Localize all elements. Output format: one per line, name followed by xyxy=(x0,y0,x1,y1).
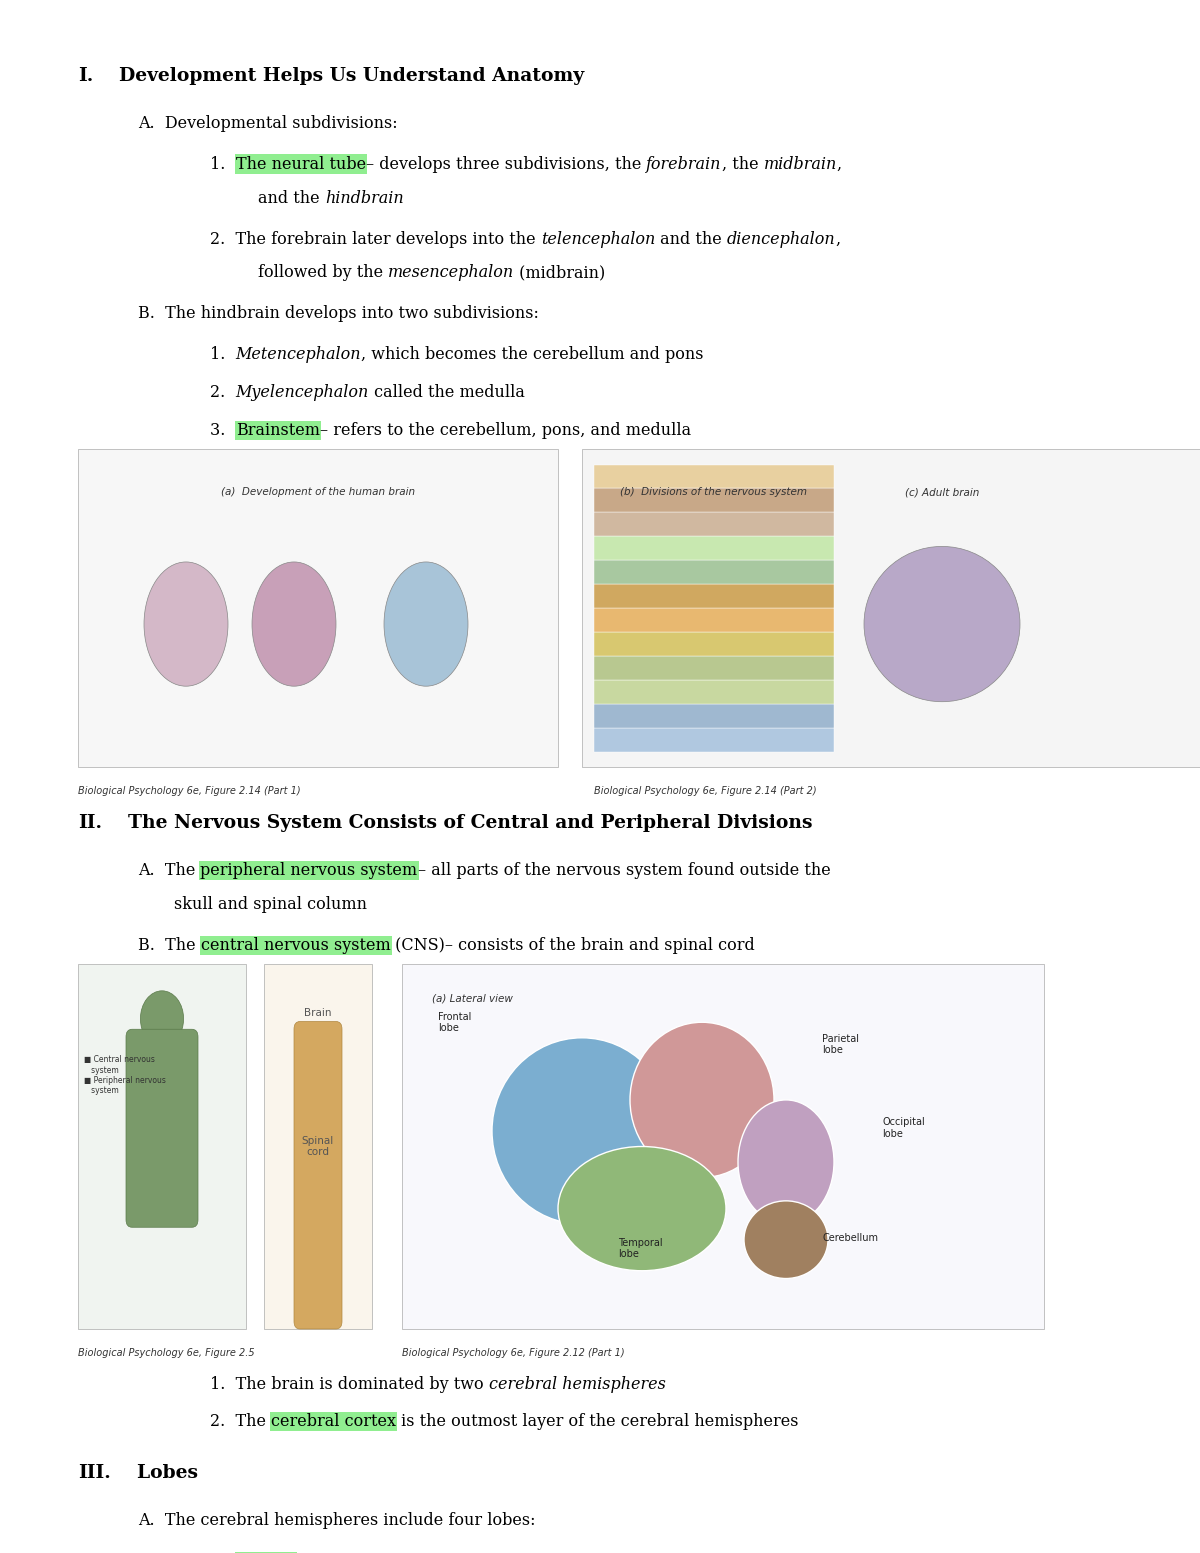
Text: B.  The hindbrain develops into two subdivisions:: B. The hindbrain develops into two subdi… xyxy=(138,306,539,323)
Bar xyxy=(594,584,834,609)
Text: ,: , xyxy=(836,155,841,172)
Text: followed by the: followed by the xyxy=(258,264,389,281)
Text: (c) Adult brain: (c) Adult brain xyxy=(905,488,979,497)
Text: 2.: 2. xyxy=(210,384,235,401)
Text: Biological Psychology 6e, Figure 2.5: Biological Psychology 6e, Figure 2.5 xyxy=(78,1348,254,1357)
FancyBboxPatch shape xyxy=(582,449,1200,767)
Bar xyxy=(78,964,246,1329)
Ellipse shape xyxy=(630,1022,774,1177)
Text: , which becomes the cerebellum and pons: , which becomes the cerebellum and pons xyxy=(361,346,703,363)
Ellipse shape xyxy=(492,1037,672,1224)
Text: Cerebellum: Cerebellum xyxy=(822,1233,878,1242)
Text: peripheral nervous system: peripheral nervous system xyxy=(200,862,418,879)
FancyBboxPatch shape xyxy=(126,1030,198,1227)
Text: – refers to the cerebellum, pons, and medulla: – refers to the cerebellum, pons, and me… xyxy=(319,422,691,438)
Text: The Nervous System Consists of Central and Peripheral Divisions: The Nervous System Consists of Central a… xyxy=(102,814,812,832)
Text: 1.: 1. xyxy=(210,346,235,363)
Bar xyxy=(594,728,834,752)
Text: (CNS)– consists of the brain and spinal cord: (CNS)– consists of the brain and spinal … xyxy=(390,936,755,954)
Text: 1.  The brain is dominated by two: 1. The brain is dominated by two xyxy=(210,1376,488,1393)
Text: is the outmost layer of the cerebral hemispheres: is the outmost layer of the cerebral hem… xyxy=(396,1413,799,1430)
Text: II.: II. xyxy=(78,814,102,832)
Ellipse shape xyxy=(864,547,1020,702)
Text: midbrain: midbrain xyxy=(763,155,836,172)
Text: , the: , the xyxy=(721,155,763,172)
Text: (a)  Development of the human brain: (a) Development of the human brain xyxy=(221,488,415,497)
Text: Occipital
lobe: Occipital lobe xyxy=(882,1118,925,1138)
Text: telencephalon: telencephalon xyxy=(541,230,655,247)
Text: skull and spinal column: skull and spinal column xyxy=(174,896,367,913)
Bar xyxy=(594,561,834,584)
Text: Frontal
lobe: Frontal lobe xyxy=(438,1011,472,1033)
Text: Temporal
lobe: Temporal lobe xyxy=(618,1238,662,1259)
Text: forebrain: forebrain xyxy=(647,155,721,172)
Text: Biological Psychology 6e, Figure 2.12 (Part 1): Biological Psychology 6e, Figure 2.12 (P… xyxy=(402,1348,625,1357)
Bar xyxy=(594,704,834,728)
Text: III.: III. xyxy=(78,1464,110,1483)
FancyBboxPatch shape xyxy=(78,449,558,767)
Text: cerebral hemispheres: cerebral hemispheres xyxy=(488,1376,666,1393)
Circle shape xyxy=(140,991,184,1047)
Text: and the: and the xyxy=(655,230,727,247)
Bar xyxy=(594,536,834,561)
Text: ,: , xyxy=(835,230,841,247)
Bar xyxy=(594,632,834,655)
Text: Parietal
lobe: Parietal lobe xyxy=(822,1033,859,1054)
Text: called the medulla: called the medulla xyxy=(368,384,524,401)
Bar xyxy=(594,655,834,680)
Text: Metencephalon: Metencephalon xyxy=(235,346,361,363)
Text: Biological Psychology 6e, Figure 2.14 (Part 1): Biological Psychology 6e, Figure 2.14 (P… xyxy=(78,786,301,797)
Text: A.  The cerebral hemispheres include four lobes:: A. The cerebral hemispheres include four… xyxy=(138,1513,535,1530)
FancyBboxPatch shape xyxy=(294,1022,342,1329)
Text: (b)  Divisions of the nervous system: (b) Divisions of the nervous system xyxy=(620,488,808,497)
Text: 3.: 3. xyxy=(210,422,235,438)
Bar xyxy=(594,609,834,632)
Text: Brain: Brain xyxy=(305,1008,331,1017)
Text: cerebral cortex: cerebral cortex xyxy=(271,1413,396,1430)
Ellipse shape xyxy=(252,562,336,686)
Text: Lobes: Lobes xyxy=(110,1464,198,1483)
Text: diencephalon: diencephalon xyxy=(727,230,835,247)
Text: mesencephalon: mesencephalon xyxy=(389,264,515,281)
Bar xyxy=(264,964,372,1329)
Ellipse shape xyxy=(738,1100,834,1224)
Bar xyxy=(594,464,834,489)
Text: (a) Lateral view: (a) Lateral view xyxy=(432,994,512,1003)
Text: – develops three subdivisions, the: – develops three subdivisions, the xyxy=(366,155,647,172)
Text: 2.  The forebrain later develops into the: 2. The forebrain later develops into the xyxy=(210,230,541,247)
Text: 2.  The: 2. The xyxy=(210,1413,271,1430)
Text: A.  The: A. The xyxy=(138,862,200,879)
Text: hindbrain: hindbrain xyxy=(325,189,403,207)
Text: 1.: 1. xyxy=(210,155,235,172)
Bar xyxy=(594,489,834,512)
Text: ■ Central nervous
   system
■ Peripheral nervous
   system: ■ Central nervous system ■ Peripheral ne… xyxy=(84,1056,166,1095)
Text: Spinal
cord: Spinal cord xyxy=(302,1135,334,1157)
Text: Brainstem: Brainstem xyxy=(235,422,319,438)
Text: Myelencephalon: Myelencephalon xyxy=(235,384,368,401)
Text: Biological Psychology 6e, Figure 2.14 (Part 2): Biological Psychology 6e, Figure 2.14 (P… xyxy=(594,786,817,797)
Ellipse shape xyxy=(744,1200,828,1278)
Text: central nervous system: central nervous system xyxy=(200,936,390,954)
Bar xyxy=(594,512,834,536)
Text: Development Helps Us Understand Anatomy: Development Helps Us Understand Anatomy xyxy=(94,67,584,85)
Text: and the: and the xyxy=(258,189,325,207)
Text: (midbrain): (midbrain) xyxy=(515,264,606,281)
Text: B.  The: B. The xyxy=(138,936,200,954)
Ellipse shape xyxy=(384,562,468,686)
Ellipse shape xyxy=(144,562,228,686)
Text: – all parts of the nervous system found outside the: – all parts of the nervous system found … xyxy=(418,862,830,879)
Ellipse shape xyxy=(558,1146,726,1270)
Text: I.: I. xyxy=(78,67,94,85)
Text: A.  Developmental subdivisions:: A. Developmental subdivisions: xyxy=(138,115,397,132)
Text: The neural tube: The neural tube xyxy=(235,155,366,172)
Bar xyxy=(594,680,834,704)
Bar xyxy=(402,964,1044,1329)
